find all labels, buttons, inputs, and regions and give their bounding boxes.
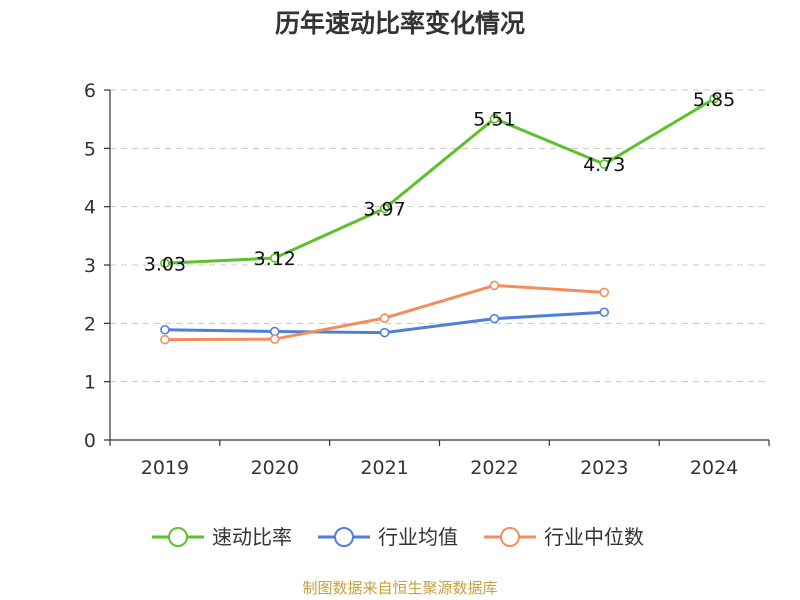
data-label-layer: 3.03 3.12 3.97 5.51 4.73 5.85 [144, 89, 735, 276]
x-tick-label: 2024 [690, 457, 738, 479]
legend-marker-icon [168, 527, 188, 547]
legend-marker-icon [334, 527, 354, 547]
y-tick-label: 1 [84, 372, 96, 394]
data-point [599, 287, 610, 298]
x-tick-label: 2019 [141, 457, 189, 479]
data-point [379, 203, 390, 214]
data-label: 5.85 [693, 89, 735, 111]
legend: 速动比率 行业均值 行业中位数 [152, 525, 644, 549]
legend-item-2[interactable]: 行业中位数 [484, 525, 644, 549]
legend-label: 速动比率 [212, 525, 292, 549]
data-point [599, 307, 610, 318]
y-tick-label: 6 [84, 80, 96, 102]
source-note: 制图数据来自恒生聚源数据库 [302, 579, 498, 597]
data-point [160, 334, 170, 345]
legend-item-1[interactable]: 行业均值 [318, 525, 458, 549]
data-label: 3.97 [363, 198, 405, 220]
series-layer [160, 93, 719, 345]
data-point [269, 253, 280, 263]
data-point [160, 258, 170, 269]
data-point [379, 313, 390, 323]
grid-layer [110, 89, 769, 383]
legend-marker-icon [500, 527, 520, 547]
legend-label: 行业中位数 [544, 525, 644, 549]
data-point [160, 324, 170, 335]
data-point [489, 313, 500, 324]
data-label: 5.51 [473, 109, 515, 131]
data-point [709, 93, 719, 104]
data-point [379, 327, 390, 338]
x-tick-label: 2020 [251, 457, 299, 479]
chart-title: 历年速动比率变化情况 [274, 9, 525, 38]
data-point [269, 334, 280, 344]
axis-layer: 0 1 2 3 4 5 6 2019 2020 2021 2022 2023 2024 [84, 80, 770, 479]
series-line-0 [164, 97, 715, 265]
x-tick-label: 2021 [360, 457, 408, 479]
y-tick-label: 3 [84, 255, 96, 277]
data-label: 3.03 [144, 253, 186, 275]
y-tick-label: 4 [84, 197, 96, 219]
x-tick-label: 2023 [580, 457, 628, 479]
data-point [489, 280, 500, 291]
y-tick-label: 5 [84, 138, 96, 160]
data-point [599, 159, 610, 169]
y-tick-label: 2 [84, 313, 96, 335]
data-label: 4.73 [583, 154, 625, 176]
data-point [489, 113, 500, 124]
legend-item-0[interactable]: 速动比率 [152, 525, 292, 549]
legend-label: 行业均值 [378, 525, 458, 549]
x-tick-label: 2022 [470, 457, 518, 479]
data-label: 3.12 [254, 248, 296, 270]
y-tick-label: 0 [84, 430, 96, 452]
